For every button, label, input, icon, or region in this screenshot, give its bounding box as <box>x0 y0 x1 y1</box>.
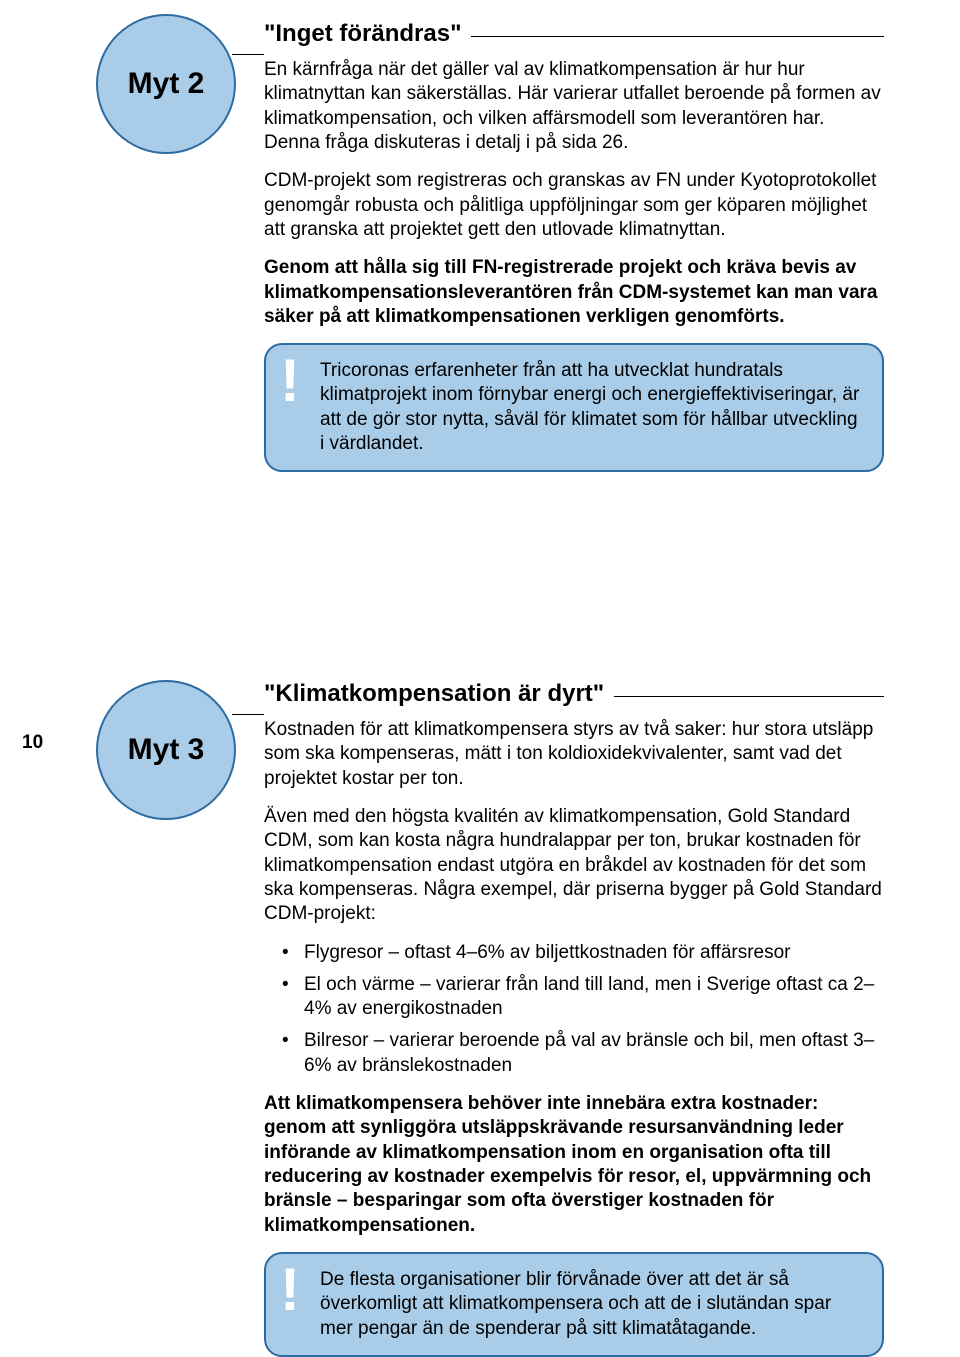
myth-3-badge-label: Myt 3 <box>128 733 205 767</box>
myth-3-block: Myt 3 "Klimatkompensation är dyrt" Kostn… <box>96 680 884 1357</box>
myth-2-title-line <box>471 36 884 37</box>
myth-2-title: "Inget förändras" <box>264 20 461 48</box>
myth-3-p3: Att klimatkompensera behöver inte innebä… <box>264 1092 884 1238</box>
myth-3-callout-text: De flesta organisationer blir förvånade … <box>320 1269 831 1339</box>
myth-2-content: "Inget förändras" En kärnfråga när det g… <box>264 20 884 472</box>
list-item: Flygresor – oftast 4–6% av biljettkostna… <box>264 941 884 965</box>
myth-3-title-line <box>614 696 884 697</box>
exclamation-icon: ! <box>280 1260 300 1320</box>
myth-3-callout: ! De flesta organisationer blir förvånad… <box>264 1252 884 1357</box>
myth-2-p2: CDM-projekt som registreras och granskas… <box>264 169 884 242</box>
myth-3-connector-line <box>232 714 264 715</box>
myth-2-connector-line <box>232 54 264 55</box>
myth-3-title: "Klimatkompensation är dyrt" <box>264 680 604 708</box>
exclamation-icon: ! <box>280 351 300 411</box>
myth-2-p3: Genom att hålla sig till FN-registrerade… <box>264 256 884 329</box>
myth-2-title-row: "Inget förändras" <box>228 20 884 48</box>
myth-3-p1: Kostnaden för att klimatkompensera styrs… <box>264 718 884 791</box>
myth-3-content: "Klimatkompensation är dyrt" Kostnaden f… <box>264 680 884 1357</box>
list-item: El och värme – varierar från land till l… <box>264 973 884 1022</box>
myth-2-callout: ! Tricoronas erfarenheter från att ha ut… <box>264 343 884 472</box>
myth-3-title-row: "Klimatkompensation är dyrt" <box>228 680 884 708</box>
myth-3-badge-circle: Myt 3 <box>96 680 236 820</box>
myth-2-p1: En kärnfråga när det gäller val av klima… <box>264 58 884 155</box>
myth-2-badge-label: Myt 2 <box>128 67 205 101</box>
list-item: Bilresor – varierar beroende på val av b… <box>264 1029 884 1078</box>
myth-2-badge-circle: Myt 2 <box>96 14 236 154</box>
myth-2-block: Myt 2 "Inget förändras" En kärnfråga när… <box>96 20 884 472</box>
myth-2-callout-text: Tricoronas erfarenheter från att ha utve… <box>320 360 859 454</box>
page-number: 10 <box>22 732 43 754</box>
myth-3-bullets: Flygresor – oftast 4–6% av biljettkostna… <box>264 941 884 1079</box>
myth-3-p2: Även med den högsta kvalitén av klimatko… <box>264 805 884 927</box>
